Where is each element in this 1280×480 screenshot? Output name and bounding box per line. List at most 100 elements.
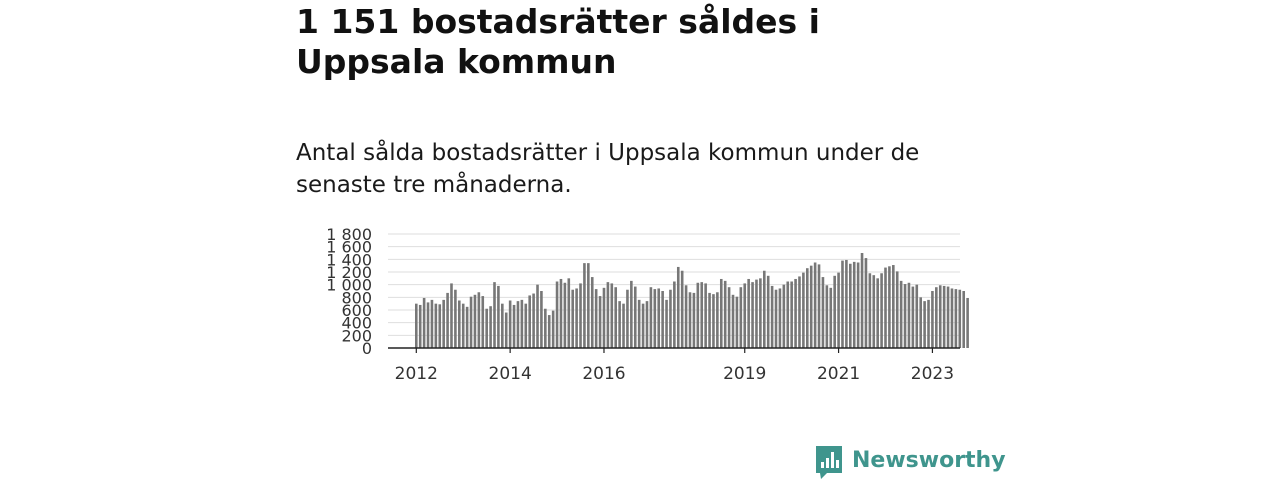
bar xyxy=(790,281,793,348)
bar xyxy=(770,285,774,348)
bar xyxy=(860,253,864,348)
bar xyxy=(813,262,817,348)
brand-name: Newsworthy xyxy=(852,448,1006,473)
bar xyxy=(665,299,668,348)
bar xyxy=(962,291,965,348)
bar xyxy=(774,289,778,348)
bar xyxy=(649,287,653,348)
bar xyxy=(571,289,574,348)
bar xyxy=(555,281,559,348)
bar xyxy=(473,294,477,348)
bar xyxy=(465,306,469,348)
bar xyxy=(430,299,434,348)
y-tick-label: 400 xyxy=(341,314,372,333)
bar xyxy=(606,282,610,348)
bar xyxy=(680,270,684,348)
bar xyxy=(821,277,825,348)
x-tick-label: 2019 xyxy=(723,364,766,384)
bar xyxy=(450,283,453,348)
bar xyxy=(532,293,535,348)
bar xyxy=(942,285,946,348)
bar xyxy=(766,275,770,348)
bar xyxy=(743,283,747,348)
bar xyxy=(938,285,942,348)
chart-title: 1 151 bostadsrätter såldes i Uppsala kom… xyxy=(296,2,820,81)
y-tick-label: 0 xyxy=(362,339,372,358)
bar xyxy=(579,283,582,348)
y-tick-label: 800 xyxy=(341,288,372,307)
bar xyxy=(594,289,598,348)
bar xyxy=(559,278,563,348)
bar xyxy=(958,289,962,348)
bar xyxy=(547,315,551,348)
bar xyxy=(723,280,727,348)
bar xyxy=(954,289,958,348)
bar xyxy=(786,281,790,348)
bar xyxy=(493,282,496,348)
bar xyxy=(903,284,907,348)
bar xyxy=(633,286,637,348)
y-tick-label: 200 xyxy=(341,326,372,345)
bar xyxy=(935,287,938,348)
x-tick-label: 2023 xyxy=(911,364,954,384)
bar xyxy=(415,303,418,348)
bar xyxy=(434,303,438,348)
bar xyxy=(641,303,645,348)
bar xyxy=(833,275,836,348)
bar xyxy=(806,268,809,348)
bar xyxy=(669,289,672,348)
bar xyxy=(590,277,594,348)
bar xyxy=(653,289,657,348)
bar xyxy=(524,303,528,348)
bar xyxy=(809,265,813,348)
x-axis: 2012201420162019202120232025 xyxy=(395,348,954,384)
bar xyxy=(735,296,739,348)
bar xyxy=(747,278,750,348)
bar xyxy=(536,284,539,348)
bar xyxy=(501,303,504,348)
x-tick-label: 2021 xyxy=(817,364,860,384)
x-tick-label: 2016 xyxy=(582,364,625,384)
bar xyxy=(684,285,688,348)
bar xyxy=(630,280,633,348)
bar xyxy=(946,286,950,348)
bar xyxy=(504,312,508,348)
bar xyxy=(876,278,879,348)
bar xyxy=(540,291,543,348)
bar xyxy=(563,282,567,348)
bar xyxy=(516,301,520,348)
bar xyxy=(422,297,426,348)
bar xyxy=(618,301,621,348)
bar xyxy=(489,306,492,348)
chart-bars xyxy=(415,253,969,348)
bar xyxy=(716,292,719,348)
bar xyxy=(704,283,707,348)
bar xyxy=(598,296,602,348)
bar xyxy=(508,300,512,348)
bar xyxy=(661,291,664,348)
bar xyxy=(676,266,680,348)
brand-logo[interactable]: Newsworthy xyxy=(815,446,1006,480)
bar xyxy=(477,292,481,348)
bar xyxy=(841,260,844,348)
bar xyxy=(872,275,876,348)
bar xyxy=(837,272,840,348)
bar xyxy=(657,288,661,348)
bar xyxy=(817,264,821,348)
bar xyxy=(426,302,430,348)
bar xyxy=(950,288,954,348)
y-tick-label: 1 800 xyxy=(326,225,372,244)
bar xyxy=(583,263,586,348)
bar xyxy=(551,310,555,348)
bar xyxy=(520,299,524,348)
bar xyxy=(915,284,919,348)
bar xyxy=(575,288,578,348)
y-tick-label: 1 400 xyxy=(326,250,372,269)
bar xyxy=(829,287,833,348)
bar xyxy=(696,282,700,348)
bar xyxy=(719,278,723,348)
bar xyxy=(864,258,868,348)
newsworthy-logo-icon xyxy=(816,446,842,479)
bar xyxy=(708,292,711,348)
